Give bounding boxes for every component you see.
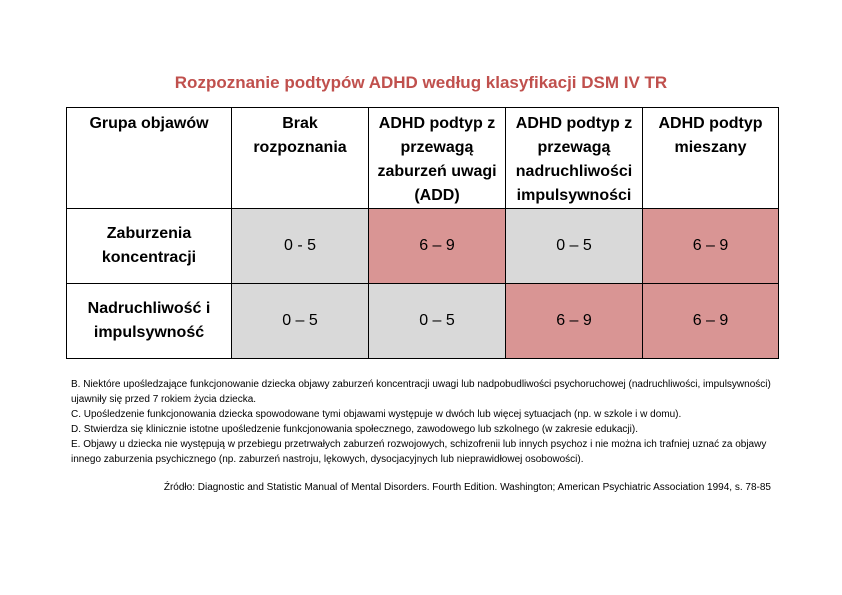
header-inattentive-type: ADHD podtyp z przewagą zaburzeń uwagi (A… [368, 107, 506, 209]
page-title: Rozpoznanie podtypów ADHD według klasyfi… [174, 73, 668, 92]
table-cell: 6 – 9 [368, 208, 506, 284]
table-cell: 6 – 9 [505, 283, 643, 359]
header-hyperactive-type: ADHD podtyp z przewagą nadruchliwości im… [505, 107, 643, 209]
table-cell: 0 – 5 [505, 208, 643, 284]
criteria-notes: B. Niektóre upośledzające funkcjonowanie… [71, 377, 776, 467]
table-cell: 6 – 9 [642, 283, 779, 359]
note-b: B. Niektóre upośledzające funkcjonowanie… [71, 379, 771, 405]
table-cell: 0 – 5 [231, 283, 369, 359]
row-label-hyperactivity: Nadruchliwość i impulsywność [66, 283, 232, 359]
table-cell: 0 – 5 [368, 283, 506, 359]
note-c: C. Upośledzenie funkcjonowania dziecka s… [71, 409, 682, 420]
adhd-subtype-table: Grupa objawów Brak rozpoznania ADHD podt… [66, 107, 779, 359]
row-label-attention: Zaburzenia koncentracji [66, 208, 232, 284]
table-cell: 6 – 9 [642, 208, 779, 284]
table-row: Zaburzenia koncentracji 0 - 5 6 – 9 0 – … [66, 208, 779, 284]
note-e: E. Objawy u dziecka nie występują w prze… [71, 439, 767, 465]
table-row: Nadruchliwość i impulsywność 0 – 5 0 – 5… [66, 283, 779, 359]
table-header-row: Grupa objawów Brak rozpoznania ADHD podt… [66, 107, 779, 209]
source-citation: Źródło: Diagnostic and Statistic Manual … [163, 482, 771, 493]
table-cell: 0 - 5 [231, 208, 369, 284]
header-combined-type: ADHD podtyp mieszany [642, 107, 779, 209]
header-symptom-group: Grupa objawów [66, 107, 232, 209]
header-no-diagnosis: Brak rozpoznania [231, 107, 369, 209]
note-d: D. Stwierdza się klinicznie istotne upoś… [71, 424, 638, 435]
